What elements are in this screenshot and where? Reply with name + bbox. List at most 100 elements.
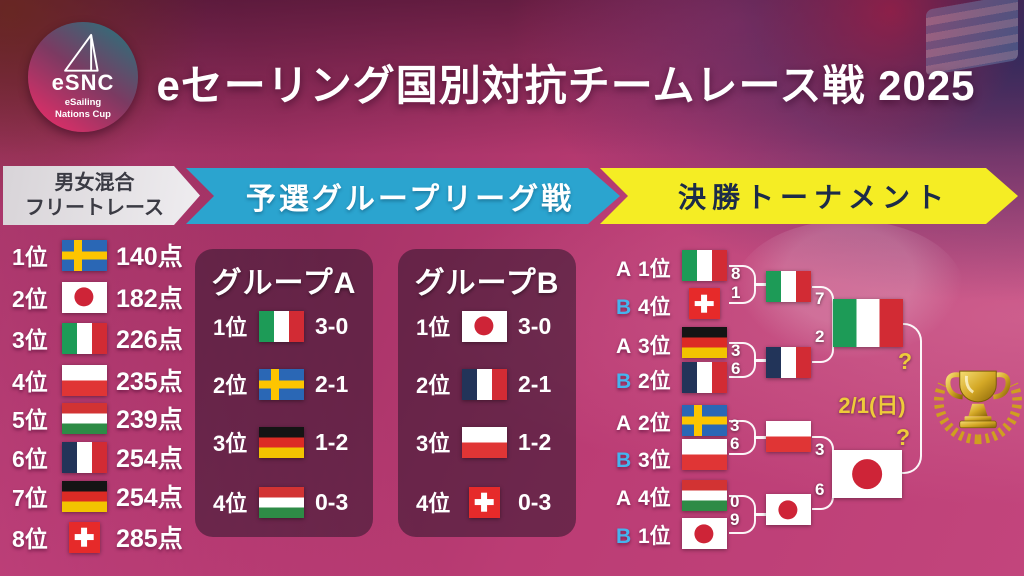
points-value: 226点: [116, 326, 183, 354]
flag-hu-icon: [258, 486, 304, 518]
record-value: 3-0: [315, 312, 349, 339]
qf-score: 0: [730, 492, 740, 511]
flag-slot: [681, 405, 727, 436]
final-top-score: ?: [898, 348, 913, 374]
flag-pl-icon: [61, 364, 107, 396]
qf-score: 8: [731, 264, 741, 283]
final-connector: [884, 323, 922, 474]
rank-label: 2位: [416, 373, 451, 398]
points-value: 254点: [116, 445, 183, 473]
seed-group-letter: B: [616, 449, 632, 472]
qf-score: 3: [730, 416, 740, 435]
record-value: 1-2: [315, 428, 349, 455]
flag-slot: [458, 426, 510, 458]
flag-it-icon: [258, 310, 304, 342]
seed-group-letter: B: [616, 370, 632, 393]
page-title: eセーリング国別対抗チームレース戦 2025: [156, 62, 976, 109]
record-value: 2-1: [518, 370, 552, 397]
points-value: 235点: [116, 368, 183, 396]
qf-score: 3: [731, 341, 741, 360]
rank-label: 1位: [213, 315, 248, 340]
bracket-seed: A 4位: [616, 482, 671, 512]
logo-abbr: eSNC: [51, 70, 115, 95]
banner-fleet-line1: 男女混合: [54, 171, 135, 194]
rank-label: 3位: [416, 431, 451, 456]
flag-ch-icon: [68, 521, 100, 553]
flag-hu-icon: [61, 402, 107, 434]
flag-se-icon: [258, 368, 304, 400]
flag-slot: [681, 518, 727, 549]
bracket-seed: B 2位: [616, 365, 671, 395]
banner-qualifying-league: 予選グループリーグ戦: [186, 168, 620, 224]
flag-slot: [60, 281, 108, 313]
group-row: 1位 3-0: [398, 310, 576, 342]
sf-score: 7: [815, 289, 825, 308]
bracket-seed: B 1位: [616, 520, 671, 550]
flag-slot: [60, 441, 108, 473]
rank-label: 3位: [12, 327, 48, 353]
flag-slot: [458, 310, 510, 342]
flag-slot: [60, 364, 108, 396]
group-row: 3位 1-2: [398, 426, 576, 458]
fleet-standing-row: 3位 226点: [12, 322, 183, 354]
flag-slot: [255, 426, 307, 458]
banner-fleet-race: 男女混合 フリートレース: [3, 166, 200, 225]
seed-group-letter: B: [616, 296, 632, 319]
seed-rank: 4位: [638, 296, 671, 319]
flag-pl-icon: [461, 426, 507, 458]
qf1-connector-stub: [754, 283, 766, 286]
flag-slot: [60, 521, 108, 553]
flag-slot: [681, 250, 727, 281]
qf-score: 9: [730, 510, 740, 529]
final-date: 2/1(日): [838, 393, 906, 418]
group-row: 2位 2-1: [398, 368, 576, 400]
flag-slot: [60, 480, 108, 512]
logo-subtitle-line1: eSailing: [64, 97, 102, 108]
fleet-standing-row: 1位 140点: [12, 239, 183, 271]
record-value: 3-0: [518, 312, 552, 339]
flag-fr-icon: [461, 368, 507, 400]
flag-hu-icon: [681, 480, 727, 511]
banner-final-tournament: 決勝トーナメント: [600, 168, 1018, 224]
flag-ch-icon: [468, 486, 500, 518]
flag-slot: [255, 486, 307, 518]
seed-rank: 4位: [638, 487, 671, 510]
flag-se-icon: [61, 239, 107, 271]
seed-rank: 1位: [638, 525, 671, 548]
qf3-connector-stub: [754, 436, 766, 439]
flag-slot: [255, 368, 307, 400]
qf2-connector-stub: [754, 359, 766, 362]
seed-rank: 1位: [638, 258, 671, 281]
flag-slot: [765, 421, 811, 452]
flag-de-icon: [681, 327, 727, 358]
flag-slot: [681, 327, 727, 358]
rank-label: 4位: [213, 491, 248, 516]
logo-subtitle-line2: Nations Cup: [55, 108, 111, 120]
points-value: 140点: [116, 243, 183, 271]
flag-slot: [458, 486, 510, 518]
seed-rank: 2位: [638, 370, 671, 393]
fleet-standing-row: 5位 239点: [12, 402, 183, 434]
record-value: 0-3: [315, 488, 349, 515]
group-row: 2位 2-1: [195, 368, 373, 400]
flag-slot: [255, 310, 307, 342]
qf-score: 6: [730, 434, 740, 453]
logo-subtitle: eSailing Nations Cup: [55, 97, 111, 121]
esnc-logo-badge: eSNC eSailing Nations Cup: [28, 22, 138, 132]
flag-jp-icon: [61, 281, 107, 313]
points-value: 285点: [116, 525, 183, 553]
seed-group-letter: A: [616, 335, 632, 358]
bracket-seed: A 1位: [616, 253, 671, 283]
group-row: 3位 1-2: [195, 426, 373, 458]
sail-icon: [64, 33, 99, 72]
flag-slot: [765, 347, 811, 378]
group-b-title: グループB: [414, 267, 560, 300]
flag-slot: [681, 480, 727, 511]
flag-it-icon: [61, 322, 107, 354]
flag-it-icon: [765, 271, 811, 302]
flag-slot: [60, 402, 108, 434]
record-value: 0-3: [518, 488, 552, 515]
flag-slot: [60, 239, 108, 271]
points-value: 182点: [116, 285, 183, 313]
